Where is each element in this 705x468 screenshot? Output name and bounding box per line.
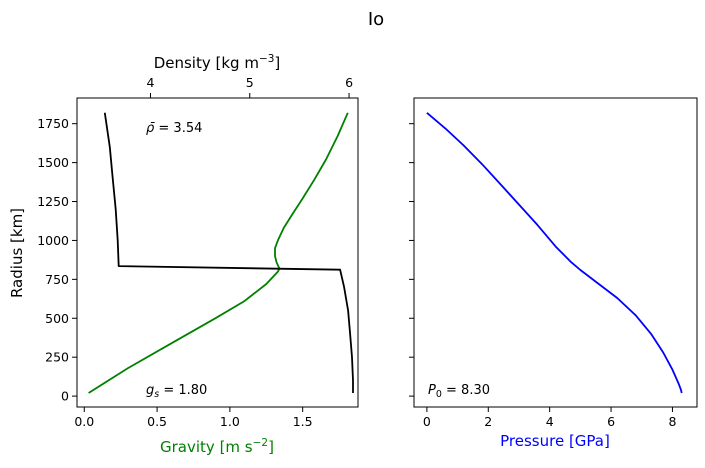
left-y-tick-label: 1000 [37,233,69,248]
left-series-group [88,112,354,394]
left-y-ticks: 0 250 500 750 1000 1250 1500 1750 [37,116,77,404]
right-y-ticks [409,123,414,397]
left-top-x-ticks: 4 5 6 [147,75,353,98]
pressure-axis-label: Pressure [GPa] [500,432,610,450]
gravity-profile-line [88,112,349,394]
pressure-x-tick-label: 2 [484,414,492,429]
figure-title: Io [368,9,384,30]
mean-density-annotation: ρ̄ = 3.54 [146,121,202,136]
right-panel: 0 2 4 6 8 Pressure [GPa] P0 = 8.30 [409,97,698,450]
density-x-tick-label: 6 [345,75,353,90]
left-bottom-x-ticks: 0.0 0.5 1.0 1.5 [74,407,313,429]
pressure-x-tick-label: 0 [423,414,431,429]
density-axis-label: Density [kg m−3] [154,53,281,72]
gravity-x-tick-label: 0.0 [74,414,94,429]
left-y-tick-label: 1750 [37,116,69,131]
density-x-tick-label: 4 [147,75,155,90]
left-plot-frame [76,97,359,408]
left-y-tick-label: 1250 [37,194,69,209]
gravity-x-tick-label: 1.5 [293,414,313,429]
right-x-ticks: 0 2 4 6 8 [423,407,676,429]
pressure-x-tick-label: 8 [668,414,676,429]
gravity-x-tick-label: 1.0 [220,414,240,429]
left-y-axis-label: Radius [km] [8,208,26,298]
left-y-tick-label: 1500 [37,155,69,170]
gravity-x-tick-label: 0.5 [147,414,167,429]
pressure-x-tick-label: 6 [607,414,615,429]
density-profile-line [103,112,354,393]
right-series-group [426,112,683,394]
density-x-tick-label: 5 [246,75,254,90]
left-y-tick-label: 750 [45,272,69,287]
pressure-profile-line [426,112,683,394]
left-y-tick-label: 500 [45,311,69,326]
central-pressure-annotation: P0 = 8.30 [428,383,490,400]
gravity-axis-label: Gravity [m s−2] [160,437,274,456]
left-y-tick-label: 0 [61,389,69,404]
left-y-tick-label: 250 [45,350,69,365]
pressure-x-tick-label: 4 [546,414,554,429]
right-plot-frame [413,97,698,408]
surface-gravity-annotation: gs = 1.80 [146,383,207,400]
